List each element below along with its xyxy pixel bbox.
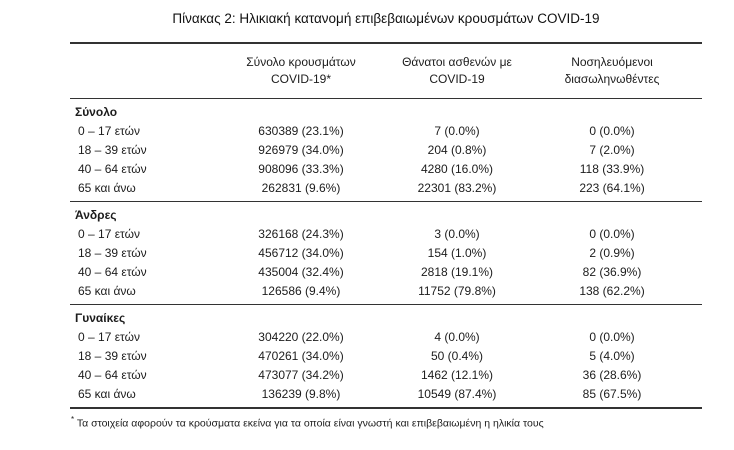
- cases-value: 326168 (24.3%): [258, 227, 344, 241]
- intubated-value: 82 (36.9%): [582, 265, 642, 279]
- cases-value: 473077 (34.2%): [258, 368, 344, 382]
- section-label: Άνδρες: [75, 208, 117, 222]
- section-label-row: Γυναίκες: [70, 309, 702, 328]
- cases-value: 456712 (34.0%): [258, 246, 344, 260]
- cases-value: 630389 (23.1%): [258, 124, 344, 138]
- intubated-value: 85 (67.5%): [582, 387, 642, 401]
- deaths-value: 10549 (87.4%): [417, 387, 497, 401]
- section-label: Σύνολο: [75, 105, 118, 119]
- cases-value: 908096 (33.3%): [258, 162, 344, 176]
- covid-age-distribution-table: Σύνολο κρουσμάτων COVID-19* Θάνατοι ασθε…: [70, 42, 702, 409]
- intubated-value: 118 (33.9%): [579, 162, 645, 176]
- table-row: 65 και άνω 262831 (9.6%) 22301 (83.2%) 2…: [70, 179, 702, 198]
- column-header-deaths: Θάνατοι ασθενών με COVID-19: [392, 54, 522, 88]
- deaths-value: 22301 (83.2%): [417, 181, 497, 195]
- age-label: 0 – 17 ετών: [78, 330, 140, 344]
- column-header-intubated-line2: διασωληνωθέντες: [564, 72, 660, 86]
- table-header-row: Σύνολο κρουσμάτων COVID-19* Θάνατοι ασθε…: [70, 44, 702, 99]
- column-header-deaths-line1: Θάνατοι ασθενών με: [402, 55, 512, 69]
- cases-value: 470261 (34.0%): [258, 349, 344, 363]
- footnote-text: Τα στοιχεία αφορούν τα κρούσματα εκείνα …: [76, 417, 544, 430]
- intubated-value: 2 (0.9%): [589, 246, 635, 260]
- table-row: 40 – 64 ετών 473077 (34.2%) 1462 (12.1%)…: [70, 366, 702, 385]
- age-label: 18 – 39 ετών: [78, 246, 147, 260]
- column-header-cases-line2: COVID-19*: [270, 72, 332, 86]
- deaths-value: 7 (0.0%): [434, 124, 480, 138]
- age-label: 65 και άνω: [78, 387, 136, 401]
- deaths-value: 204 (0.8%): [427, 143, 487, 157]
- section-label-row: Άνδρες: [70, 206, 702, 225]
- age-label: 0 – 17 ετών: [78, 124, 140, 138]
- intubated-value: 138 (62.2%): [579, 284, 645, 298]
- deaths-value: 154 (1.0%): [427, 246, 487, 260]
- table-row: 40 – 64 ετών 908096 (33.3%) 4280 (16.0%)…: [70, 160, 702, 179]
- table-row: 0 – 17 ετών 326168 (24.3%) 3 (0.0%) 0 (0…: [70, 225, 702, 244]
- column-header-intubated: Νοσηλευόμενοι διασωληνωθέντες: [522, 54, 702, 88]
- cases-value: 435004 (32.4%): [258, 265, 344, 279]
- intubated-value: 5 (4.0%): [589, 349, 635, 363]
- cases-value: 126586 (9.4%): [261, 284, 341, 298]
- table-row: 18 – 39 ετών 456712 (34.0%) 154 (1.0%) 2…: [70, 244, 702, 263]
- section-label: Γυναίκες: [75, 311, 126, 325]
- deaths-value: 2818 (19.1%): [420, 265, 494, 279]
- column-header-intubated-line1: Νοσηλευόμενοι: [571, 55, 653, 69]
- deaths-value: 4280 (16.0%): [420, 162, 494, 176]
- intubated-value: 0 (0.0%): [589, 330, 635, 344]
- intubated-value: 36 (28.6%): [582, 368, 642, 382]
- table-row: 40 – 64 ετών 435004 (32.4%) 2818 (19.1%)…: [70, 263, 702, 282]
- age-label: 65 και άνω: [78, 284, 136, 298]
- intubated-value: 0 (0.0%): [589, 227, 635, 241]
- table-row: 0 – 17 ετών 630389 (23.1%) 7 (0.0%) 0 (0…: [70, 122, 702, 141]
- footnote: * Τα στοιχεία αφορούν τα κρούσματα εκείν…: [70, 413, 702, 431]
- table-row: 65 και άνω 136239 (9.8%) 10549 (87.4%) 8…: [70, 385, 702, 404]
- column-header-cases: Σύνολο κρουσμάτων COVID-19*: [210, 54, 392, 88]
- section-women: Γυναίκες 0 – 17 ετών 304220 (22.0%) 4 (0…: [70, 304, 702, 407]
- intubated-value: 7 (2.0%): [589, 143, 635, 157]
- intubated-value: 223 (64.1%): [579, 181, 645, 195]
- table-row: 18 – 39 ετών 926979 (34.0%) 204 (0.8%) 7…: [70, 141, 702, 160]
- age-label: 40 – 64 ετών: [78, 368, 147, 382]
- deaths-value: 50 (0.4%): [430, 349, 484, 363]
- intubated-value: 0 (0.0%): [589, 124, 635, 138]
- section-label-row: Σύνολο: [70, 103, 702, 122]
- deaths-value: 4 (0.0%): [434, 330, 480, 344]
- table-row: 65 και άνω 126586 (9.4%) 11752 (79.8%) 1…: [70, 282, 702, 301]
- section-total: Σύνολο 0 – 17 ετών 630389 (23.1%) 7 (0.0…: [70, 99, 702, 201]
- page-title: Πίνακας 2: Ηλικιακή κατανομή επιβεβαιωμέ…: [172, 11, 600, 26]
- cases-value: 136239 (9.8%): [261, 387, 341, 401]
- deaths-value: 11752 (79.8%): [418, 284, 496, 298]
- table-row: 0 – 17 ετών 304220 (22.0%) 4 (0.0%) 0 (0…: [70, 328, 702, 347]
- age-label: 18 – 39 ετών: [78, 349, 147, 363]
- age-label: 40 – 64 ετών: [78, 162, 147, 176]
- age-label: 18 – 39 ετών: [78, 143, 147, 157]
- age-label: 65 και άνω: [78, 181, 136, 195]
- cases-value: 304220 (22.0%): [258, 330, 344, 344]
- column-header-deaths-line2: COVID-19: [429, 72, 485, 86]
- cases-value: 262831 (9.6%): [261, 181, 341, 195]
- age-label: 40 – 64 ετών: [78, 265, 147, 279]
- page: Πίνακας 2: Ηλικιακή κατανομή επιβεβαιωμέ…: [70, 0, 702, 431]
- footnote-marker: *: [71, 415, 75, 424]
- deaths-value: 1462 (12.1%): [420, 368, 494, 382]
- age-label: 0 – 17 ετών: [78, 227, 140, 241]
- table-row: 18 – 39 ετών 470261 (34.0%) 50 (0.4%) 5 …: [70, 347, 702, 366]
- section-men: Άνδρες 0 – 17 ετών 326168 (24.3%) 3 (0.0…: [70, 201, 702, 304]
- cases-value: 926979 (34.0%): [258, 143, 344, 157]
- deaths-value: 3 (0.0%): [434, 227, 480, 241]
- column-header-cases-line1: Σύνολο κρουσμάτων: [246, 55, 356, 69]
